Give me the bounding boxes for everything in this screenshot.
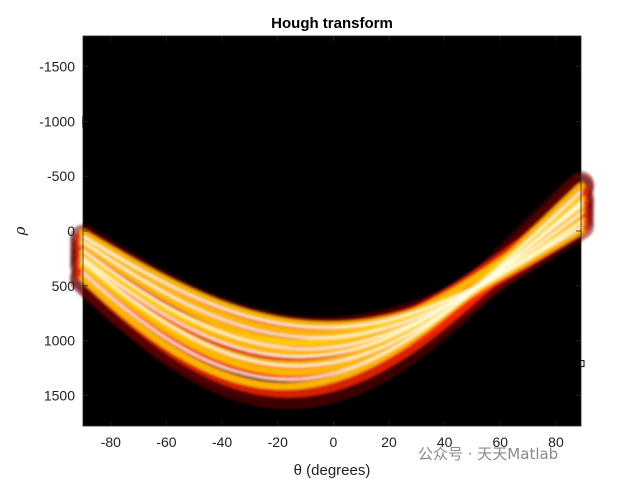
x-tick-label: 20 bbox=[381, 434, 397, 450]
peak-marker bbox=[87, 194, 95, 202]
hough-band bbox=[81, 201, 583, 368]
x-tick-label: 60 bbox=[493, 434, 509, 450]
chart-title: Hough transform bbox=[271, 15, 393, 32]
hough-band bbox=[81, 212, 583, 351]
y-axis: -1500 -1000 -500 0 500 1000 1500 bbox=[39, 59, 581, 403]
y-tick-label: 500 bbox=[52, 278, 76, 294]
hough-bands bbox=[70, 171, 594, 410]
peak-markers bbox=[82, 115, 585, 368]
x-tick-label: 80 bbox=[548, 434, 564, 450]
y-tick-label: -1000 bbox=[39, 113, 75, 129]
x-tick-label: -20 bbox=[268, 434, 288, 450]
y-tick-label: 1000 bbox=[44, 333, 75, 349]
y-tick-label: 1500 bbox=[44, 387, 75, 403]
hough-band bbox=[79, 202, 585, 347]
peak-marker bbox=[85, 167, 93, 175]
peak-marker bbox=[304, 254, 312, 262]
y-tick-label: -1500 bbox=[39, 59, 75, 75]
peak-marker bbox=[349, 256, 357, 264]
y-tick-label: -500 bbox=[47, 168, 75, 184]
y-tick-label: 0 bbox=[67, 223, 75, 239]
x-axis: -80 -60 -40 -20 0 20 40 60 80 bbox=[101, 36, 564, 450]
x-tick-label: 0 bbox=[329, 434, 337, 450]
hough-band bbox=[81, 190, 583, 381]
x-tick-label: 40 bbox=[437, 434, 453, 450]
watermark: 公众号 · 天天Matlab bbox=[418, 445, 559, 463]
hough-band bbox=[81, 225, 583, 329]
x-tick-label: -80 bbox=[101, 434, 121, 450]
peak-marker bbox=[85, 176, 93, 183]
x-tick-label: -40 bbox=[212, 434, 232, 450]
x-tick-label: -60 bbox=[156, 434, 176, 450]
hough-band bbox=[81, 204, 583, 358]
y-axis-label: ρ bbox=[11, 226, 29, 236]
x-axis-label: θ (degrees) bbox=[294, 462, 371, 479]
